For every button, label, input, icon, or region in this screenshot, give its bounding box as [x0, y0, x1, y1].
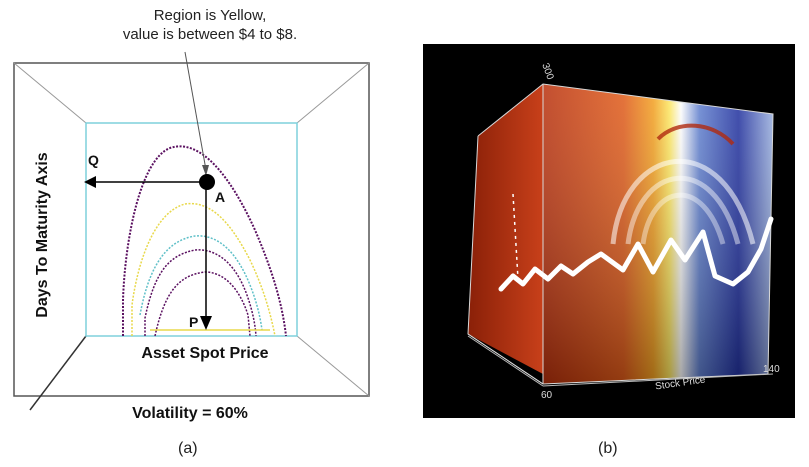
arrowhead-q	[84, 176, 96, 188]
contour-inner-purple	[144, 249, 257, 337]
inner-box	[85, 122, 298, 337]
volume-left-face	[468, 84, 543, 374]
volume-arcs-3	[640, 192, 726, 245]
point-p-label: P	[189, 314, 199, 330]
volume-shade	[543, 84, 773, 384]
arrowhead-p	[200, 316, 212, 330]
perspective-line-br	[296, 335, 370, 397]
volatility-label: Volatility = 60%	[132, 405, 248, 422]
z-axis-ticks	[512, 193, 519, 280]
b-x-tick-min: 60	[541, 390, 553, 401]
contour-cyan	[139, 235, 263, 331]
volume-arcs-4	[656, 123, 735, 146]
point-a-label: A	[215, 189, 226, 205]
caption-a: (a)	[178, 440, 198, 457]
callout-line-1: Region is Yellow,	[153, 7, 267, 24]
perspective-line-bl	[29, 335, 87, 411]
y-axis-label: Days To Maturity Axis	[34, 152, 51, 318]
caption-b: (b)	[598, 440, 618, 457]
panel-a-diagram	[13, 51, 370, 411]
contour-outer	[122, 145, 287, 337]
point-a	[199, 174, 215, 190]
box-edge-bottom	[467, 333, 544, 385]
x-axis-label: Asset Spot Price	[141, 345, 269, 362]
callout-text: Region is Yellow, value is between $4 to…	[60, 6, 360, 44]
callout-arrow	[184, 51, 207, 171]
b-x-tick-max: 140	[763, 364, 780, 375]
callout-line-2: value is between $4 to $8.	[122, 26, 298, 43]
point-q-label: Q	[88, 152, 99, 168]
outer-box	[13, 62, 370, 397]
panel-b-volume	[467, 83, 774, 387]
x-axis-line	[542, 373, 774, 387]
contour-inner-bottom	[154, 271, 251, 337]
volume-arcs-2	[625, 175, 741, 245]
depth-axis-line	[467, 335, 544, 387]
callout-arrowhead	[202, 165, 209, 176]
price-path	[498, 216, 774, 292]
perspective-line-tl	[13, 62, 87, 124]
panel-b: Stock Price 60 140 300	[423, 44, 795, 418]
perspective-line-tr	[296, 62, 370, 124]
volume-arcs-1	[610, 158, 756, 245]
